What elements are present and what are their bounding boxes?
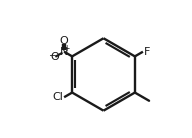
Text: −: − xyxy=(48,50,55,59)
Text: N: N xyxy=(60,47,68,57)
Text: Cl: Cl xyxy=(52,92,63,102)
Text: O: O xyxy=(50,52,59,62)
Text: O: O xyxy=(60,36,69,46)
Text: F: F xyxy=(144,47,150,57)
Text: +: + xyxy=(64,44,70,53)
